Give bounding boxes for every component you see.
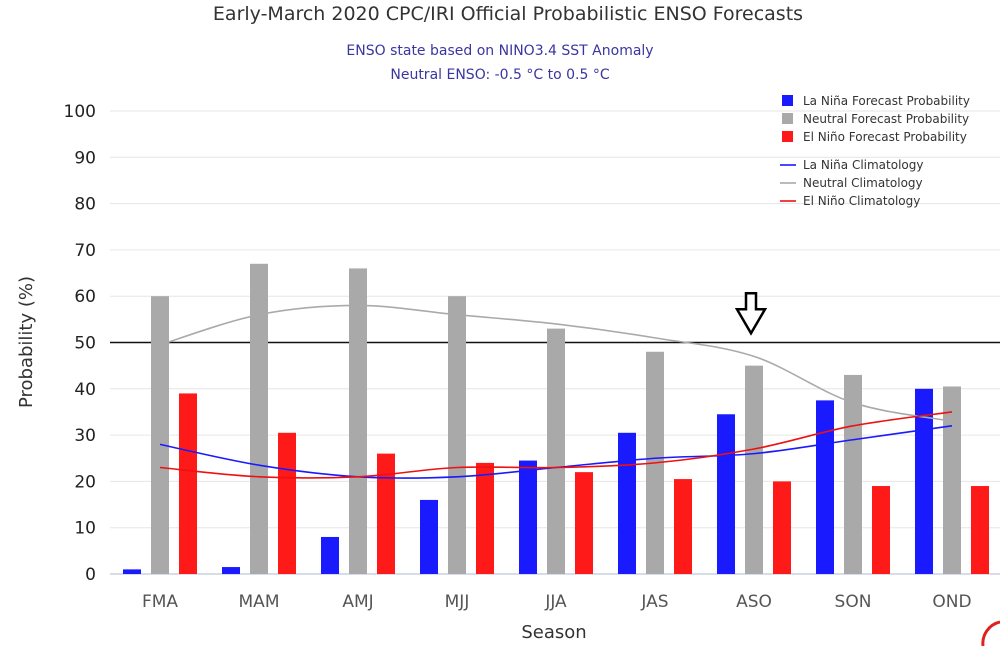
- bar-neutral-aso: [745, 365, 763, 574]
- legend-label: La Niña Forecast Probability: [803, 94, 970, 108]
- down-arrow-icon: [734, 291, 768, 336]
- legend-swatch: [782, 131, 793, 142]
- y-tick-label: 10: [74, 519, 96, 539]
- bar-el-ond: [971, 486, 989, 574]
- bar-neutral-mam: [250, 263, 268, 574]
- chart-subtitle-line-2: Neutral ENSO: -0.5 °C to 0.5 °C: [390, 67, 609, 83]
- y-tick-label: 30: [74, 426, 96, 446]
- chart-title: Early-March 2020 CPC/IRI Official Probab…: [213, 3, 803, 25]
- y-axis-ticks: 0 10 20 30 40 50 60 70 80 90 100: [64, 102, 96, 585]
- x-tick-label: SON: [835, 592, 872, 612]
- x-tick-label: OND: [932, 592, 971, 612]
- bar-el-aso: [773, 481, 791, 574]
- bar-neutral-fma: [151, 296, 169, 574]
- bar-la-jas: [618, 432, 636, 574]
- x-tick-label: MAM: [239, 592, 280, 612]
- x-tick-label: AMJ: [342, 592, 373, 612]
- legend-label: El Niño Forecast Probability: [803, 130, 967, 144]
- bar-la-ond: [915, 388, 933, 574]
- legend: La Niña Forecast Probability Neutral Fore…: [780, 94, 970, 208]
- bar-la-jja: [519, 460, 537, 574]
- legend-label: El Niño Climatology: [803, 194, 920, 208]
- x-tick-label: JAS: [640, 592, 668, 612]
- x-tick-label: MJJ: [445, 592, 470, 612]
- chart-subtitle-line-1: ENSO state based on NINO3.4 SST Anomaly: [346, 43, 653, 59]
- bar-neutral-jja: [547, 328, 565, 574]
- annotations: [734, 291, 1000, 646]
- bar-la-mjj: [420, 499, 438, 574]
- bars: [123, 263, 989, 574]
- legend-swatch: [782, 113, 793, 124]
- bar-el-son: [872, 486, 890, 574]
- x-axis-label: Season: [521, 622, 586, 643]
- bar-neutral-mjj: [448, 296, 466, 574]
- legend-label: La Niña Climatology: [803, 158, 923, 172]
- y-axis-label: Probability (%): [16, 276, 37, 408]
- bar-neutral-amj: [349, 268, 367, 574]
- y-tick-label: 50: [74, 334, 96, 354]
- line-neutral-climatology: [159, 304, 953, 422]
- legend-label: Neutral Forecast Probability: [803, 112, 969, 126]
- x-tick-label: ASO: [736, 592, 772, 612]
- bar-la-mam: [222, 567, 240, 574]
- climatology-lines: [159, 304, 953, 479]
- y-tick-label: 70: [74, 241, 96, 261]
- x-tick-label: FMA: [142, 592, 178, 612]
- bar-el-fma: [179, 393, 197, 574]
- y-tick-label: 80: [74, 195, 96, 215]
- bar-el-mjj: [476, 462, 494, 574]
- bar-la-aso: [717, 414, 735, 574]
- legend-label: Neutral Climatology: [803, 176, 923, 190]
- x-tick-label: JJA: [544, 592, 567, 612]
- x-axis-ticks: FMA MAM AMJ MJJ JJA JAS ASO SON OND: [142, 592, 972, 612]
- bar-el-mam: [278, 432, 296, 574]
- legend-swatch: [782, 95, 793, 106]
- bar-la-son: [816, 400, 834, 574]
- y-tick-label: 100: [64, 102, 96, 122]
- corner-mark: [981, 620, 1000, 646]
- y-tick-label: 60: [74, 287, 96, 307]
- bar-la-amj: [321, 536, 339, 574]
- y-tick-label: 0: [85, 565, 96, 585]
- bar-el-amj: [377, 453, 395, 574]
- y-tick-label: 40: [74, 380, 96, 400]
- y-tick-label: 90: [74, 148, 96, 168]
- bar-la-fma: [123, 569, 141, 574]
- bar-el-jas: [674, 479, 692, 574]
- bar-neutral-ond: [943, 386, 961, 574]
- bar-el-jja: [575, 472, 593, 574]
- line-el-nino-climatology: [159, 411, 953, 479]
- y-tick-label: 20: [74, 472, 96, 492]
